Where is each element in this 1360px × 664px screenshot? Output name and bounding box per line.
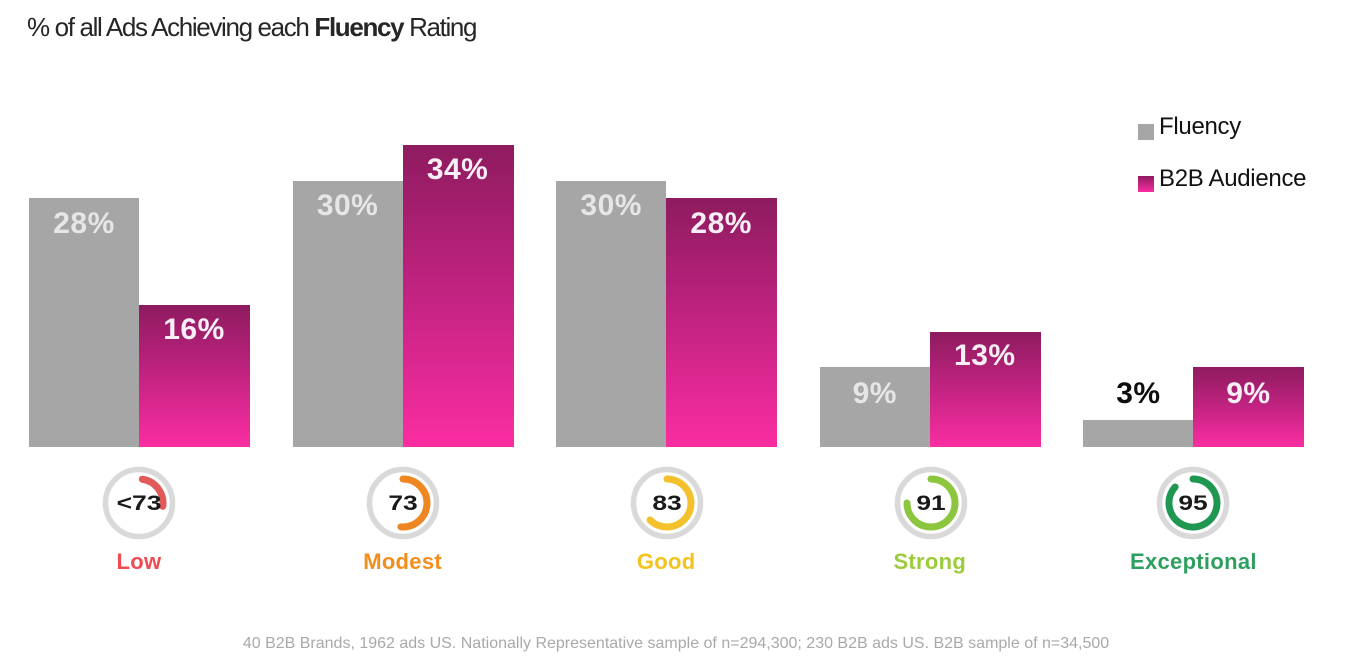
svg-text:95: 95 — [1179, 491, 1208, 515]
svg-text:<73: <73 — [117, 491, 162, 515]
svg-text:73: 73 — [389, 491, 418, 515]
svg-text:83: 83 — [652, 491, 681, 515]
svg-text:91: 91 — [916, 491, 945, 515]
